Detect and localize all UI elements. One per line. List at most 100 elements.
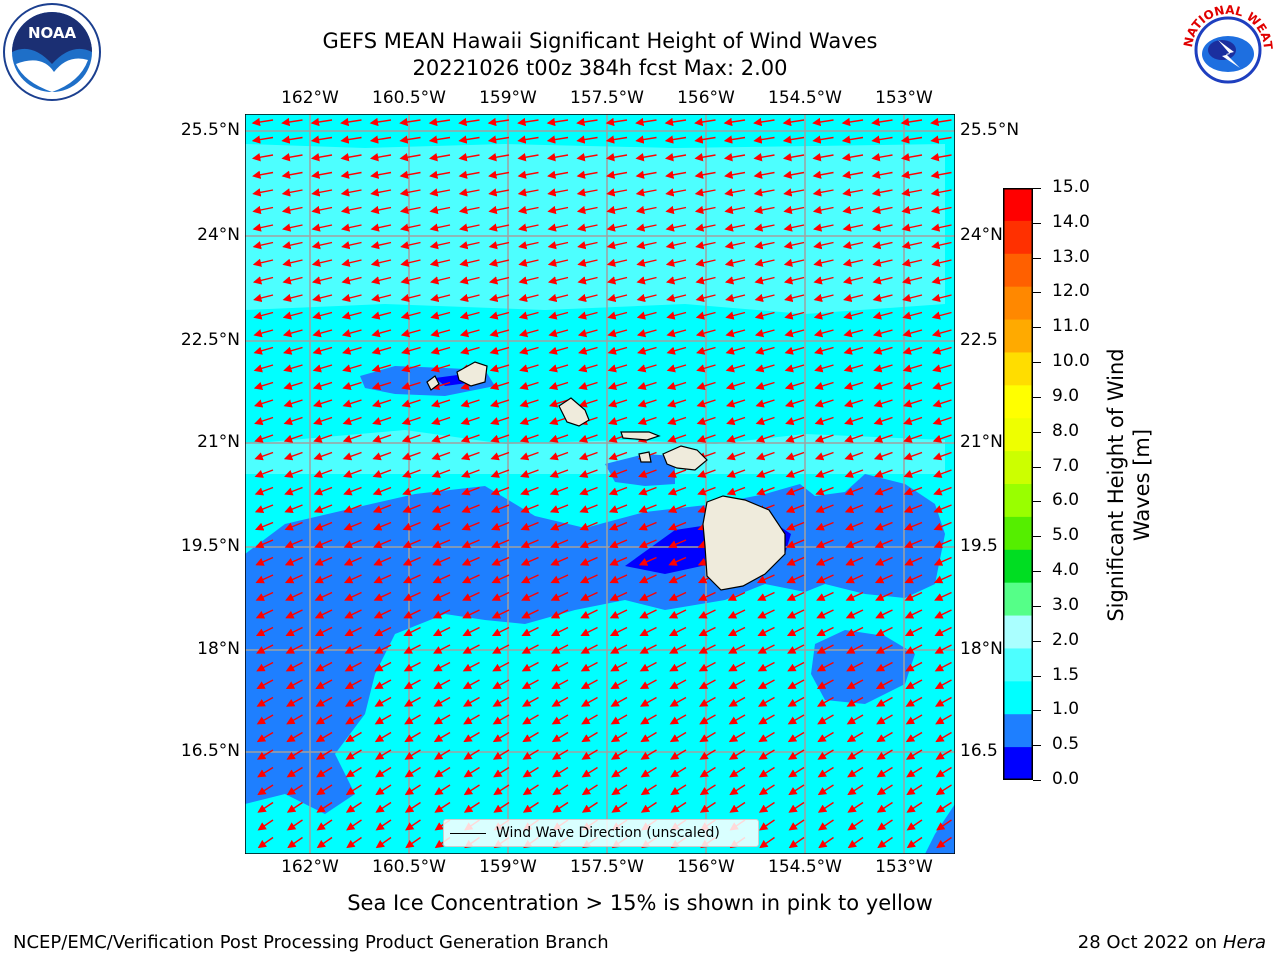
wind-wave-arrow <box>930 170 952 179</box>
wind-wave-arrow <box>282 258 303 267</box>
wind-wave-arrow <box>314 626 333 637</box>
wind-wave-arrow <box>343 486 362 496</box>
wind-wave-arrow <box>459 223 480 232</box>
wind-wave-arrow <box>875 591 893 601</box>
wind-wave-arrow <box>843 293 864 303</box>
wind-wave-arrow <box>638 574 657 584</box>
wind-wave-arrow <box>694 170 716 179</box>
wind-wave-arrow <box>872 276 893 285</box>
wind-wave-arrow <box>578 346 598 355</box>
wind-wave-arrow <box>933 574 952 584</box>
wind-wave-arrow <box>517 170 539 179</box>
wind-wave-arrow <box>670 801 687 813</box>
wind-wave-arrow <box>902 311 923 320</box>
wind-wave-arrow <box>369 153 392 162</box>
wind-wave-arrow <box>374 696 392 707</box>
wind-wave-arrow <box>933 539 952 549</box>
wind-wave-arrow <box>431 469 451 478</box>
wind-wave-arrow <box>490 504 510 514</box>
wind-wave-arrow <box>932 364 952 373</box>
wind-wave-arrow <box>285 591 303 601</box>
wind-wave-arrow <box>548 346 569 355</box>
lat-tick-right: 21°N <box>960 432 1003 452</box>
wind-wave-arrow <box>428 135 451 144</box>
wind-wave-arrow <box>934 591 952 601</box>
wind-wave-arrow <box>933 486 952 496</box>
wind-wave-arrow <box>370 205 392 215</box>
wind-wave-arrow <box>404 731 421 743</box>
wind-wave-arrow <box>547 188 569 197</box>
wind-wave-arrow <box>255 556 274 566</box>
wind-wave-arrow <box>371 381 392 390</box>
wind-wave-arrow <box>310 117 333 127</box>
wind-wave-arrow <box>281 188 303 197</box>
wind-wave-arrow <box>664 135 687 144</box>
wind-wave-arrow <box>461 539 480 549</box>
wind-wave-arrow <box>578 364 598 373</box>
wind-wave-arrow <box>697 469 716 478</box>
wind-wave-arrow <box>518 276 539 285</box>
wind-wave-arrow <box>699 784 716 796</box>
wind-wave-arrow <box>491 626 510 637</box>
wind-wave-arrow <box>635 205 657 215</box>
wind-wave-arrow <box>611 801 628 813</box>
wind-wave-arrow <box>637 381 657 390</box>
wind-wave-arrow <box>665 241 687 250</box>
wind-wave-arrow <box>753 188 775 197</box>
lat-tick-left: 22.5°N <box>180 330 240 350</box>
wind-wave-arrow <box>549 434 569 443</box>
island-maui <box>662 445 708 471</box>
wind-wave-arrow <box>904 556 923 566</box>
wind-wave-arrow <box>668 591 687 601</box>
wind-wave-arrow <box>345 766 362 778</box>
wind-wave-arrow <box>314 539 333 549</box>
wind-wave-arrow <box>546 153 569 162</box>
wind-wave-arrow <box>636 311 657 320</box>
wind-wave-arrow <box>401 416 421 426</box>
wind-wave-arrow <box>756 469 775 478</box>
wind-wave-arrow <box>517 205 539 215</box>
wind-wave-arrow <box>874 486 893 496</box>
wind-wave-arrow <box>610 749 628 760</box>
wind-wave-arrow <box>876 784 893 796</box>
wind-wave-arrow <box>608 416 628 426</box>
wind-wave-arrow <box>253 346 274 355</box>
wind-wave-arrow <box>252 241 274 250</box>
wind-wave-arrow <box>430 293 451 303</box>
wind-wave-arrow <box>429 276 451 285</box>
wind-wave-arrow <box>636 276 657 285</box>
wind-wave-arrow <box>340 153 362 162</box>
wind-wave-arrow <box>287 836 303 849</box>
wind-wave-arrow <box>816 661 834 672</box>
wind-wave-arrow <box>754 311 775 320</box>
wind-wave-arrow <box>847 801 864 813</box>
wind-wave-arrow <box>728 644 746 654</box>
wind-wave-arrow <box>580 609 598 619</box>
wind-wave-arrow <box>548 364 569 373</box>
colorbar-tick: 5.0 <box>1052 525 1080 546</box>
wind-wave-arrow <box>607 346 628 355</box>
wind-wave-arrow <box>698 679 716 690</box>
wind-wave-arrow <box>815 539 834 549</box>
wind-wave-arrow <box>901 258 923 267</box>
wind-wave-arrow <box>846 696 864 707</box>
wind-wave-arrow <box>284 504 303 514</box>
colorbar-tick-mark <box>1033 292 1041 294</box>
wind-wave-arrow <box>551 679 569 690</box>
wind-wave-arrow <box>577 311 598 320</box>
wind-wave-arrow <box>548 399 569 408</box>
wind-wave-arrow <box>755 434 775 443</box>
wind-wave-arrow <box>405 819 421 831</box>
wind-wave-arrow <box>845 609 864 619</box>
wind-wave-arrow <box>286 766 303 778</box>
wind-wave-arrow <box>842 276 864 285</box>
wind-wave-arrow <box>344 609 362 619</box>
wind-wave-arrow <box>753 135 775 144</box>
wind-wave-arrow <box>696 434 716 443</box>
wind-wave-arrow <box>488 223 510 232</box>
wind-wave-arrow <box>842 258 864 267</box>
wind-wave-arrow <box>901 276 923 285</box>
wind-wave-arrow <box>342 434 362 443</box>
wind-wave-arrow <box>340 135 362 144</box>
lat-tick-left: 18°N <box>197 639 240 659</box>
